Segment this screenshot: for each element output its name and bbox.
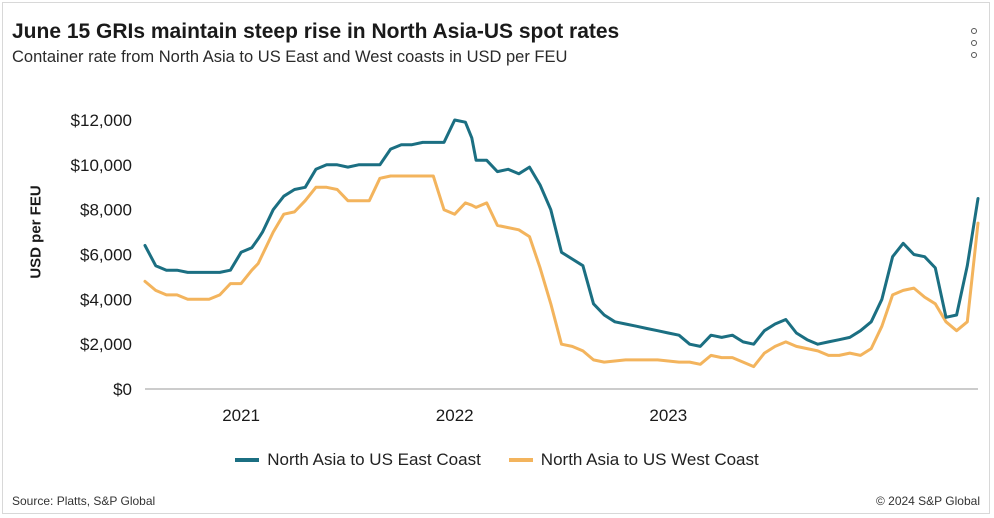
x-tick-label: 2021 [222, 406, 260, 425]
chart-title: June 15 GRIs maintain steep rise in Nort… [12, 20, 620, 43]
source-note: Source: Platts, S&P Global [12, 494, 156, 508]
legend-swatch-east-coast [235, 458, 260, 462]
y-tick-label: $4,000 [80, 290, 132, 309]
chart-subtitle: Container rate from North Asia to US Eas… [12, 48, 568, 66]
y-tick-label: $2,000 [80, 335, 132, 354]
legend-item-east-coast[interactable]: North Asia to US East Coast [235, 450, 481, 470]
x-tick-label: 2023 [649, 406, 687, 425]
y-tick-label: $8,000 [80, 201, 132, 220]
y-tick-label: $6,000 [80, 246, 132, 265]
legend-label-west-coast: North Asia to US West Coast [540, 450, 759, 469]
y-tick-label: $0 [113, 380, 132, 399]
y-tick-label: $12,000 [71, 111, 132, 130]
series-line-east-coast [143, 118, 980, 348]
y-tick-label: $10,000 [71, 156, 132, 175]
copyright-note: © 2024 S&P Global [875, 494, 980, 508]
legend-item-west-coast[interactable]: North Asia to US West Coast [508, 450, 759, 470]
legend: North Asia to US East Coast North Asia t… [0, 450, 994, 470]
legend-label-east-coast: North Asia to US East Coast [267, 450, 481, 469]
more-vertical-icon[interactable] [964, 28, 984, 60]
x-tick-label: 2022 [436, 406, 474, 425]
legend-swatch-west-coast [508, 458, 533, 462]
series-line-west-coast [143, 174, 980, 369]
